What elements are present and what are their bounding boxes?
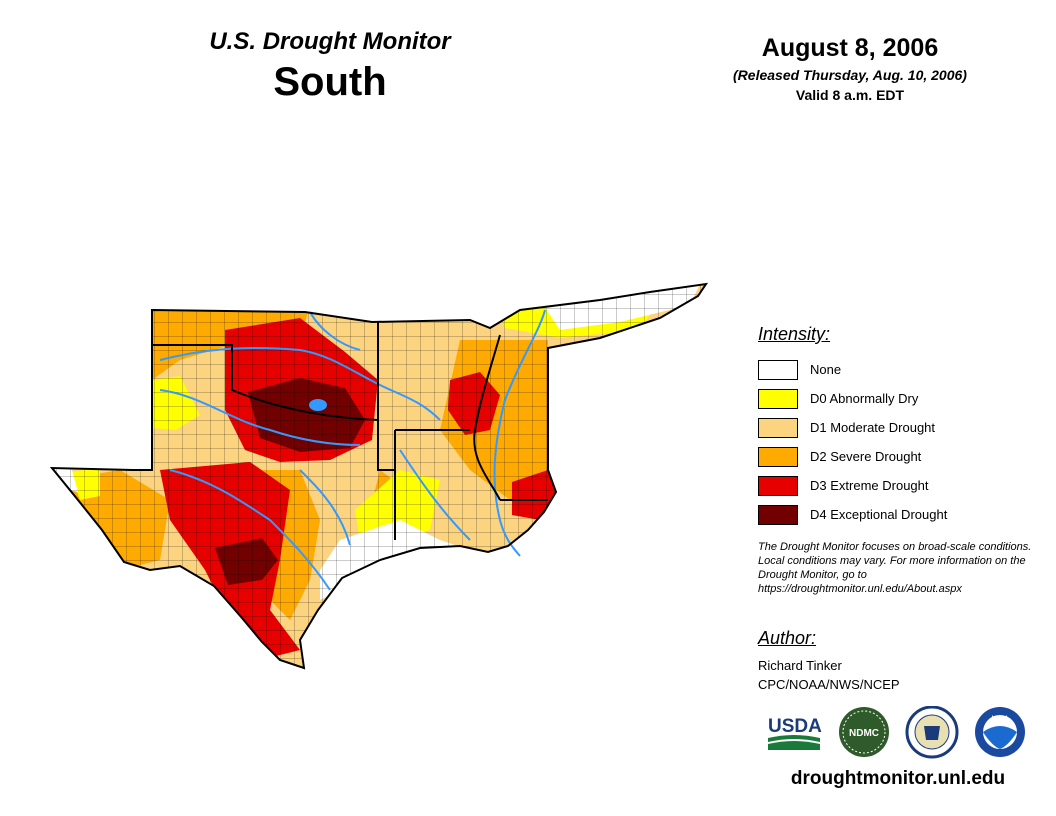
noaa-logo-text: NOAA <box>991 716 1008 722</box>
website-url[interactable]: droughtmonitor.unl.edu <box>790 768 1006 789</box>
usda-logo-wave <box>768 735 820 742</box>
river-mississippi <box>493 309 546 557</box>
river-red <box>159 389 361 446</box>
legend-title: Intensity: <box>758 324 831 344</box>
ndmc-logo-ring <box>842 710 886 754</box>
date-block: August 8, 2006 (Released Thursday, Aug. … <box>700 34 1000 103</box>
legend: Intensity: None D0 Abnormally Dry D1 Mod… <box>758 324 1048 529</box>
legend-item: D0 Abnormally Dry <box>758 384 1048 413</box>
legend-label: D3 Extreme Drought <box>810 478 929 493</box>
agency-logos: USDA NDMC NOAA <box>768 706 1025 759</box>
legend-swatch <box>758 504 798 525</box>
region-outline <box>49 282 709 670</box>
border-oklahoma-arkansas <box>377 322 395 471</box>
legend-swatch <box>758 359 798 380</box>
river-colorado <box>169 469 331 591</box>
author-title: Author: <box>758 628 817 648</box>
legend-items: None D0 Abnormally Dry D1 Moderate Droug… <box>758 355 1048 529</box>
title-block: U.S. Drought Monitor South <box>150 28 510 105</box>
river-red-lower <box>399 449 471 541</box>
usda-logo-text: USDA <box>768 716 822 737</box>
legend-swatch <box>758 475 798 496</box>
legend-item: D1 Moderate Drought <box>758 413 1048 442</box>
border-mississippi-river <box>473 334 501 501</box>
map-date: August 8, 2006 <box>761 34 939 62</box>
legend-label: D4 Exceptional Drought <box>810 507 948 522</box>
legend-item: D2 Severe Drought <box>758 442 1048 471</box>
legend-swatch <box>758 446 798 467</box>
legend-swatch <box>758 388 798 409</box>
map-title: U.S. Drought Monitor <box>209 28 451 55</box>
noaa-logo: NOAA <box>975 707 1025 757</box>
river-canadian <box>159 347 441 421</box>
legend-swatch <box>758 417 798 438</box>
ndmc-logo-circle <box>839 707 889 757</box>
commerce-logo-shield <box>924 726 940 740</box>
commerce-logo <box>905 706 959 759</box>
release-date: (Released Thursday, Aug. 10, 2006) <box>733 67 967 83</box>
legend-label: D2 Severe Drought <box>810 449 922 464</box>
ndmc-logo: NDMC <box>839 707 889 757</box>
legend-label: D0 Abnormally Dry <box>810 391 919 406</box>
border-texas-oklahoma <box>152 344 379 421</box>
author-info: Richard Tinker CPC/NOAA/NWS/NCEP <box>758 656 900 694</box>
state-borders <box>49 282 709 670</box>
legend-label: None <box>810 362 842 377</box>
legend-label: D1 Moderate Drought <box>810 420 936 435</box>
usda-logo-wave-lower <box>768 741 820 750</box>
lake-texoma <box>309 399 327 411</box>
river-brazos <box>299 469 351 546</box>
legend-item: D4 Exceptional Drought <box>758 500 1048 529</box>
valid-time: Valid 8 a.m. EDT <box>795 87 905 103</box>
disclaimer-note: The Drought Monitor focuses on broad-sca… <box>758 541 1032 595</box>
author-name: Richard Tinker <box>758 658 842 673</box>
river-arkansas <box>309 311 361 351</box>
county-lines <box>52 284 706 668</box>
rivers <box>159 309 546 591</box>
drought-map <box>49 282 709 670</box>
legend-item: D3 Extreme Drought <box>758 471 1048 500</box>
usda-logo: USDA <box>768 716 822 750</box>
legend-item: None <box>758 355 1048 384</box>
ndmc-logo-text: NDMC <box>849 728 879 739</box>
region-title: South <box>273 60 387 104</box>
noaa-logo-bird <box>983 726 1017 749</box>
author-org: CPC/NOAA/NWS/NCEP <box>758 677 900 692</box>
